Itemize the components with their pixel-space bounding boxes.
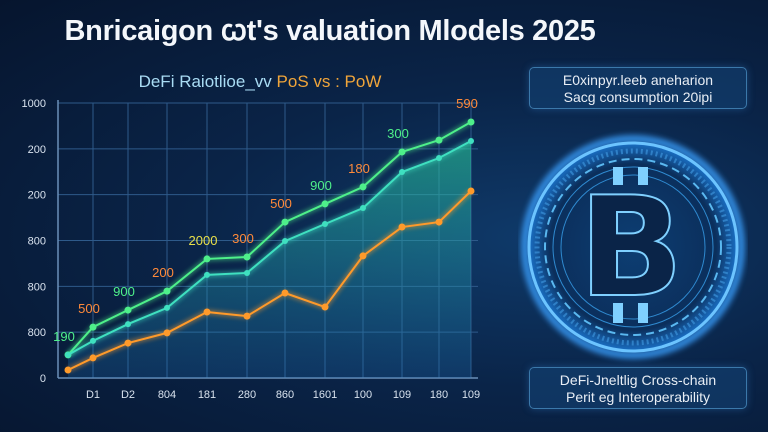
data-point [360,205,366,212]
data-point [281,218,289,226]
series-line [67,121,472,356]
data-point [243,312,251,320]
data-point [322,221,328,227]
y-tick-label: 200 [28,190,46,202]
x-tick-label: 860 [276,389,294,400]
data-label: 300 [387,126,409,141]
x-tick-label: 280 [238,389,256,400]
x-tick-label: 109 [462,389,480,400]
interoperability-info-line-2: Perit eg Interoperability [566,389,710,405]
chart-title-part-1: DeFi Raiotlioe_vv [138,72,277,91]
bitcoin-symbol: B [578,167,683,328]
data-point [467,187,475,195]
data-point [282,238,288,245]
data-label: 180 [348,161,370,176]
data-point [89,323,97,331]
data-label: 500 [78,301,100,316]
page-title: Bnricaigon ꞷt's valuation Mlodels 2025 [64,15,596,47]
data-label: 590 [456,96,478,111]
x-tick-label: 100 [354,389,372,400]
data-point [399,169,405,176]
x-tick-label: 180 [430,389,448,400]
energy-info-line-1: E0xinpyr.leeb aneharion [562,72,714,88]
x-tick-label: 181 [198,389,216,400]
x-tick-label: D1 [86,389,100,400]
line-chart: 0 800 800 800 200 200 1000 D1 D2 804 181 280 860 1601… [22,96,481,400]
chart-title-part-2: PoS vs : PoW [276,72,382,91]
data-label: 900 [113,284,135,299]
data-point [90,337,96,344]
chart-title: DeFi Raiotlioe_vv PoS vs : PoW [90,72,430,92]
data-point [321,303,329,311]
data-point [204,271,210,278]
data-point [244,269,250,276]
series-line [67,190,472,371]
data-point [435,136,443,144]
series-line [67,140,472,356]
y-tick-label: 800 [28,327,46,339]
data-point [203,255,211,263]
energy-info-box: E0xinpyr.leeb aneharion Sacg consumption… [529,67,747,109]
data-point [65,351,71,358]
data-point [467,118,475,126]
data-label: 2000 [189,233,218,248]
data-point [398,223,406,231]
data-point [321,200,329,208]
data-point [435,218,443,226]
data-point [163,329,171,337]
data-point [203,308,211,316]
data-point [243,253,251,261]
data-point [398,148,406,156]
data-point [89,354,97,362]
data-point [125,321,131,328]
data-point [124,306,132,314]
data-label: 300 [232,231,254,246]
x-tick-label: 804 [158,389,176,400]
x-tick-label: D2 [121,389,135,400]
y-tick-label: 0 [40,373,46,385]
data-point [163,287,171,295]
data-label: 190 [53,329,75,344]
interoperability-info-line-1: DeFi-Jneltlig Cross-chain [559,372,717,388]
y-tick-label: 800 [28,236,46,248]
data-point [359,183,367,191]
data-point [468,137,474,144]
data-label: 900 [310,178,332,193]
data-label: 500 [270,196,292,211]
series-area-fill [68,140,471,378]
x-tick-label: 1601 [313,389,337,400]
y-tick-label: 800 [28,281,46,293]
data-point [436,155,442,161]
data-point [124,339,132,347]
bitcoin-icon: B [521,135,745,359]
energy-info-line-2: Sacg consumption 20ipi [563,89,713,105]
y-tick-label: 1000 [22,98,46,110]
data-point [359,252,367,260]
y-tick-label: 200 [28,144,46,156]
data-point [164,304,170,311]
data-point [64,366,72,374]
interoperability-info-box: DeFi-Jneltlig Cross-chain Perit eg Inter… [529,367,747,409]
data-point [281,289,289,297]
data-label: 200 [152,265,174,280]
x-tick-label: 109 [393,389,411,400]
